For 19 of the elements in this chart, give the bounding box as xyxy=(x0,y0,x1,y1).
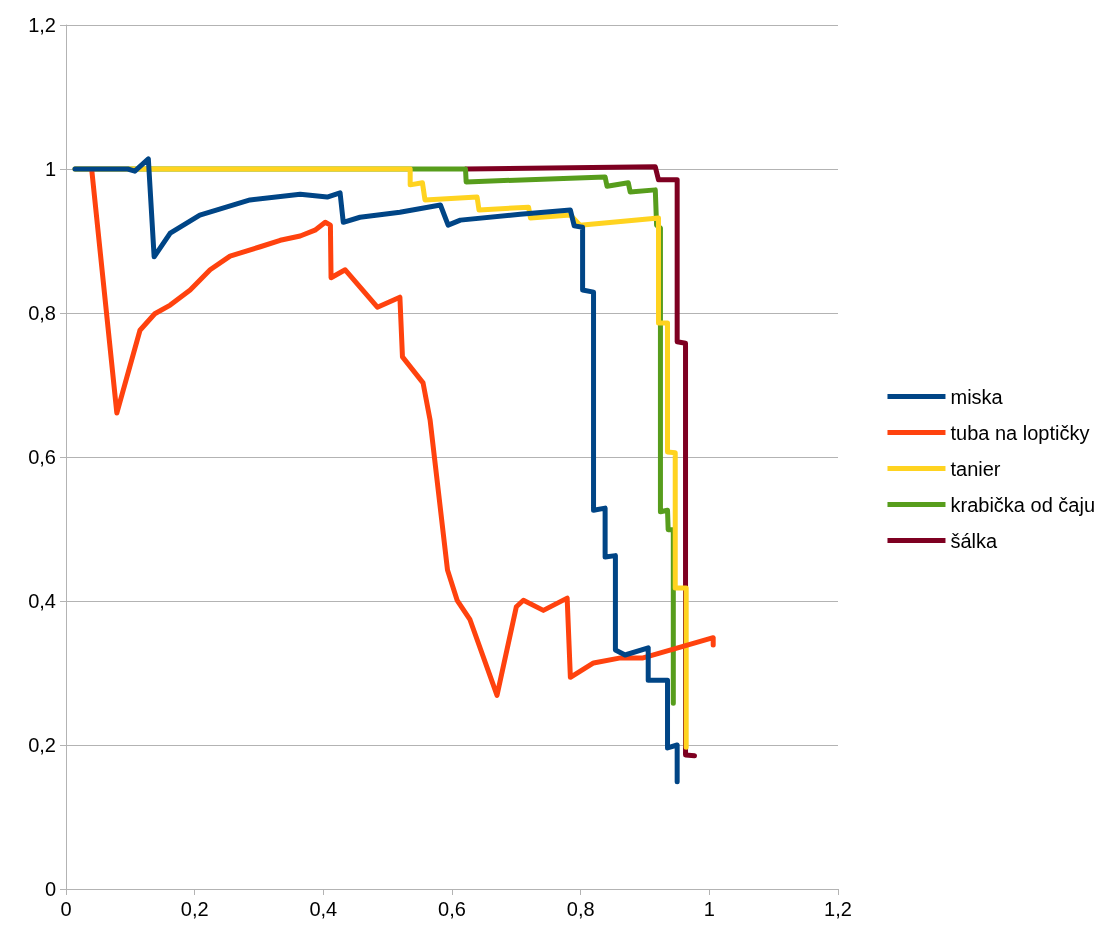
legend-label: tuba na loptičky xyxy=(950,421,1090,444)
x-tick-label: 0 xyxy=(60,898,72,920)
y-tick-label: 0 xyxy=(44,878,56,900)
legend-label: tanier xyxy=(950,457,1001,480)
legend-label: miska xyxy=(950,385,1004,408)
y-tick-label: 0,6 xyxy=(28,446,56,468)
x-tick-label: 1 xyxy=(703,898,715,920)
x-tick-label: 0,4 xyxy=(309,898,338,920)
y-tick-label: 0,8 xyxy=(28,302,56,324)
legend-label: krabička od čaju xyxy=(950,493,1096,516)
y-tick-label: 1,2 xyxy=(28,14,56,36)
y-tick-label: 0,4 xyxy=(28,590,56,612)
y-tick-label: 1 xyxy=(44,158,56,180)
x-tick-label: 0,6 xyxy=(438,898,466,920)
legend-label: šálka xyxy=(950,529,999,552)
y-tick-label: 0,2 xyxy=(28,734,56,756)
x-tick-label: 0,2 xyxy=(180,898,209,920)
x-tick-label: 0,8 xyxy=(566,898,595,920)
x-tick-label: 1,2 xyxy=(824,898,852,920)
